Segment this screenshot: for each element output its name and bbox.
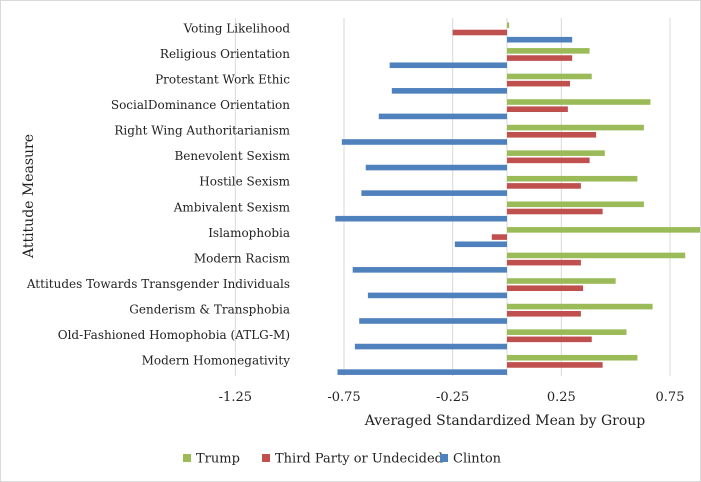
category-label-2: Protestant Work Ethic	[155, 72, 290, 86]
bar-third-party-or-undecided-4	[507, 131, 597, 138]
bar-third-party-or-undecided-0	[452, 29, 507, 36]
bar-clinton-5	[365, 164, 507, 171]
bar-third-party-or-undecided-8	[491, 234, 507, 240]
x-tick-label-0: -1.25	[219, 390, 252, 405]
bar-clinton-1	[389, 62, 507, 69]
y-axis-title: Attitude Measure	[21, 134, 37, 259]
category-label-0: Voting Likelihood	[183, 21, 291, 35]
bar-clinton-11	[359, 318, 507, 324]
category-label-1: Religious Orientation	[160, 47, 290, 61]
bar-third-party-or-undecided-13	[507, 362, 603, 368]
bar-trump-10	[507, 278, 616, 284]
bar-third-party-or-undecided-6	[507, 183, 581, 189]
bar-trump-7	[507, 201, 644, 208]
legend-swatch-clinton	[440, 454, 448, 462]
bar-third-party-or-undecided-1	[507, 55, 573, 61]
bar-third-party-or-undecided-2	[507, 80, 571, 87]
legend-label-trump: Trump	[196, 452, 240, 467]
x-tick-label-1: -0.75	[327, 390, 360, 405]
bar-clinton-13	[337, 369, 507, 375]
category-label-10: Attitudes Towards Transgender Individual…	[26, 277, 290, 291]
legend-label-third-party-or-undecided: Third Party or Undecided	[275, 452, 443, 467]
category-label-3: SocialDominance Orientation	[111, 98, 290, 112]
bar-third-party-or-undecided-3	[507, 106, 568, 113]
x-axis-title: Averaged Standardized Mean by Group	[364, 413, 646, 429]
bar-trump-0	[507, 22, 510, 29]
category-label-5: Benevolent Sexism	[174, 149, 290, 163]
bar-clinton-4	[341, 139, 507, 145]
bar-trump-13	[507, 354, 638, 361]
bar-trump-6	[507, 175, 638, 182]
bar-trump-1	[507, 48, 590, 54]
bar-third-party-or-undecided-12	[507, 336, 592, 343]
legend-swatch-trump	[183, 454, 191, 462]
bar-third-party-or-undecided-10	[507, 285, 584, 292]
category-label-6: Hostile Sexism	[199, 175, 290, 189]
bar-clinton-9	[352, 267, 507, 273]
x-tick-label-4: 0.75	[656, 390, 685, 405]
category-label-11: Genderism & Transphobia	[129, 303, 290, 317]
bar-clinton-12	[354, 343, 507, 350]
bar-third-party-or-undecided-9	[507, 259, 581, 266]
bar-clinton-10	[367, 292, 507, 299]
bar-trump-9	[507, 252, 686, 259]
bar-third-party-or-undecided-7	[507, 208, 603, 215]
bar-clinton-3	[378, 113, 507, 120]
bar-trump-8	[507, 227, 701, 233]
bar-trump-11	[507, 303, 653, 310]
bar-clinton-0	[507, 36, 573, 43]
bar-trump-2	[507, 73, 592, 80]
category-label-4: Right Wing Authoritarianism	[114, 124, 290, 138]
bar-third-party-or-undecided-11	[507, 310, 581, 317]
x-tick-label-2: -0.25	[436, 390, 469, 405]
bar-trump-5	[507, 150, 605, 156]
x-tick-label-3: 0.25	[547, 390, 576, 405]
bar-trump-12	[507, 329, 627, 335]
bar-third-party-or-undecided-5	[507, 157, 590, 164]
category-label-9: Modern Racism	[194, 251, 291, 265]
legend-label-clinton: Clinton	[453, 452, 502, 467]
legend-swatch-third-party-or-undecided	[262, 454, 270, 462]
bar-clinton-2	[391, 88, 507, 94]
bar-trump-3	[507, 99, 651, 105]
bar-clinton-8	[454, 241, 507, 248]
bar-trump-4	[507, 124, 644, 131]
bar-clinton-7	[335, 215, 507, 222]
category-label-8: Islamophobia	[208, 226, 290, 240]
category-label-13: Modern Homonegativity	[142, 354, 291, 368]
category-label-12: Old-Fashioned Homophobia (ATLG-M)	[58, 328, 290, 342]
bar-clinton-6	[361, 190, 507, 196]
category-label-7: Ambivalent Sexism	[173, 200, 291, 214]
